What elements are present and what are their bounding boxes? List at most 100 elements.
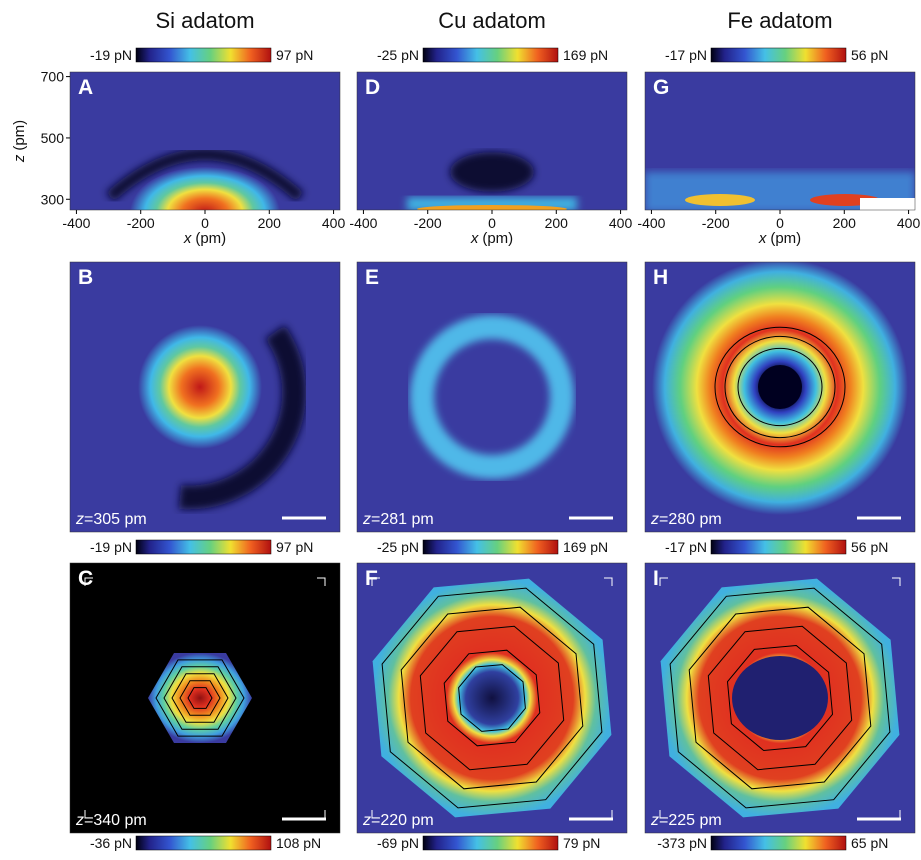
panel: Iz=225 pm: [645, 563, 915, 833]
colorbar-min: -19 pN: [90, 539, 132, 555]
x-axis-unit: (pm): [482, 230, 513, 247]
panel-image: [645, 563, 915, 833]
panel: Ez=281 pm: [357, 262, 627, 532]
panel-letter: H: [653, 266, 668, 289]
panel: Cz=340 pm: [70, 563, 340, 833]
image-shape: [758, 365, 802, 409]
panel-letter: D: [365, 76, 380, 99]
z-label-text: =281 pm: [371, 511, 434, 528]
colorbar: [711, 540, 846, 554]
x-axis-var: x: [470, 230, 479, 247]
z-label: z=340 pm: [75, 812, 147, 829]
z-label-var: z: [650, 812, 659, 829]
colorbar-min: -25 pN: [377, 47, 419, 63]
z-label-text: =225 pm: [659, 812, 722, 829]
colorbar-min: -17 pN: [665, 539, 707, 555]
colorbar-max: 97 pN: [276, 539, 313, 555]
x-axis-var: x: [183, 230, 192, 247]
z-label-text: =220 pm: [371, 812, 434, 829]
colorbar: [423, 540, 558, 554]
z-label: z=305 pm: [75, 511, 147, 528]
panel-image: [357, 563, 627, 833]
figure: Si adatom-19 pN97 pN-19 pN97 pN-36 pN108…: [0, 0, 921, 855]
colorbar: [423, 836, 558, 850]
panel-letter: B: [78, 266, 93, 289]
x-tick-label: 200: [833, 215, 857, 231]
z-label: z=281 pm: [362, 511, 434, 528]
x-tick-label: 400: [322, 215, 346, 231]
x-tick-label: 200: [545, 215, 569, 231]
x-axis-label: x(pm): [183, 230, 226, 247]
x-axis-label: x(pm): [470, 230, 513, 247]
colorbar: [423, 48, 558, 62]
z-label: z=280 pm: [650, 511, 722, 528]
panel: G -400 -200 0 200 400 x(pm): [637, 72, 920, 247]
z-label-var: z: [650, 511, 659, 528]
colorbar-max: 169 pN: [563, 47, 608, 63]
z-label-var: z: [75, 511, 84, 528]
z-label-var: z: [75, 812, 84, 829]
z-tick-label: 300: [41, 191, 65, 207]
panel-letter: A: [78, 76, 93, 99]
x-tick-label: 0: [488, 215, 496, 231]
colorbar-max: 97 pN: [276, 47, 313, 63]
z-axis-var: z: [11, 154, 28, 163]
panel-letter: C: [78, 567, 93, 590]
colorbar-max: 56 pN: [851, 539, 888, 555]
x-tick-label: -200: [127, 215, 155, 231]
colorbar: [136, 836, 271, 850]
image-shape: [732, 656, 828, 740]
colorbar-min: -36 pN: [90, 835, 132, 851]
z-label-var: z: [362, 812, 371, 829]
x-axis-label: x(pm): [758, 230, 801, 247]
colorbar: [711, 836, 846, 850]
panel: A-400-2000200400x(pm)300500700z(pm): [11, 69, 345, 257]
panel-image: [357, 72, 627, 213]
x-tick-label: 0: [201, 215, 209, 231]
x-tick-label: -400: [349, 215, 377, 231]
x-tick-label: -400: [637, 215, 665, 231]
colorbar-max: 108 pN: [276, 835, 321, 851]
colorbar-max: 169 pN: [563, 539, 608, 555]
panel: Hz=280 pm: [645, 259, 915, 532]
panel-letter: I: [653, 567, 659, 590]
x-axis-unit: (pm): [195, 230, 226, 247]
colorbar-min: -373 pN: [657, 835, 707, 851]
z-axis-label: z (pm): [11, 120, 28, 163]
colorbar-max: 56 pN: [851, 47, 888, 63]
panel-letter: G: [653, 76, 669, 99]
x-tick-label: -200: [702, 215, 730, 231]
x-tick-label: -400: [62, 215, 90, 231]
colorbar: [136, 48, 271, 62]
colorbar-max: 79 pN: [563, 835, 600, 851]
z-tick-label: 500: [41, 130, 65, 146]
x-tick-label: 400: [897, 215, 921, 231]
z-label: z=225 pm: [650, 812, 722, 829]
image-shape: [357, 262, 627, 532]
panel-letter: E: [365, 266, 379, 289]
z-label-var: z: [362, 511, 371, 528]
panel-image: [357, 262, 627, 532]
image-shape: [860, 198, 915, 210]
panel-image: [645, 259, 915, 532]
z-label-text: =280 pm: [659, 511, 722, 528]
panel: Fz=220 pm: [357, 563, 627, 833]
colorbar-min: -69 pN: [377, 835, 419, 851]
column-title: Cu adatom: [438, 8, 546, 33]
panel-image: [70, 563, 340, 833]
column-title: Fe adatom: [727, 8, 832, 33]
z-tick-label: 700: [41, 69, 65, 85]
image-shape: [685, 194, 755, 206]
panel: Bz=305 pm: [70, 262, 340, 532]
x-tick-label: 0: [776, 215, 784, 231]
column-title: Si adatom: [155, 8, 254, 33]
x-tick-label: 400: [609, 215, 633, 231]
z-label-text: =305 pm: [84, 511, 147, 528]
image-shape: [138, 325, 262, 449]
x-axis-unit: (pm): [770, 230, 801, 247]
colorbar-min: -17 pN: [665, 47, 707, 63]
colorbar-min: -25 pN: [377, 539, 419, 555]
z-label-text: =340 pm: [84, 812, 147, 829]
z-axis-unit: (pm): [11, 120, 28, 151]
panel-image: [645, 72, 915, 212]
